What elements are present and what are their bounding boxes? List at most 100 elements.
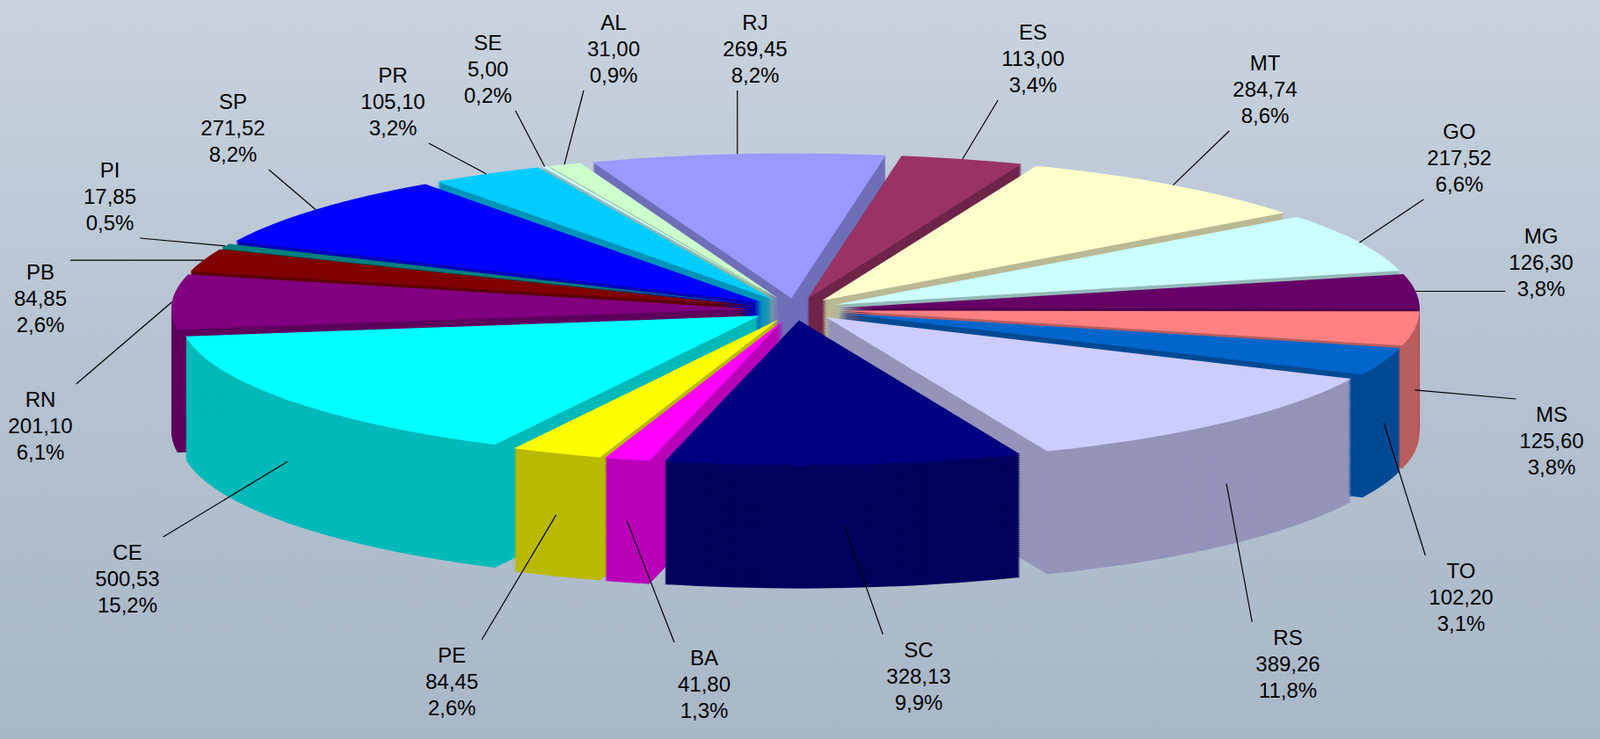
label-value: 105,10 xyxy=(360,89,425,114)
label-percentage: 3,8% xyxy=(1517,276,1566,301)
label-value: 84,85 xyxy=(14,286,67,311)
leader-line xyxy=(139,238,226,247)
leader-line xyxy=(626,521,675,643)
label-category: RJ xyxy=(741,10,768,35)
label-percentage: 15,2% xyxy=(97,593,158,618)
leader-line xyxy=(163,461,288,538)
slice-label: MG126,303,8% xyxy=(1508,224,1573,301)
slice-label: AL31,000,9% xyxy=(587,10,640,88)
label-category: SE xyxy=(473,30,502,55)
slice-label: SP271,528,2% xyxy=(200,89,265,167)
leader-line xyxy=(515,110,545,167)
label-value: 125,60 xyxy=(1519,429,1584,453)
label-percentage: 0,5% xyxy=(86,210,135,235)
slice-label: RN201,106,1% xyxy=(7,387,73,465)
label-percentage: 3,2% xyxy=(369,116,418,140)
label-category: CE xyxy=(112,540,142,565)
leader-line xyxy=(1383,422,1426,556)
slice-label: PI17,850,5% xyxy=(83,158,137,235)
label-category: MT xyxy=(1250,50,1281,75)
label-category: PI xyxy=(100,158,121,182)
data-labels: RJ269,458,2%ES113,003,4%MT284,748,6%GO21… xyxy=(7,10,1584,723)
slice-label: PB84,852,6% xyxy=(14,260,67,337)
slice xyxy=(548,162,779,299)
chart-container: RJ269,458,2%ES113,003,4%MT284,748,6%GO21… xyxy=(0,0,1600,739)
slice xyxy=(542,166,779,299)
label-percentage: 6,6% xyxy=(1435,172,1484,197)
label-value: 17,85 xyxy=(83,184,137,209)
label-value: 328,13 xyxy=(886,664,951,689)
leader-line xyxy=(269,169,316,211)
pie xyxy=(171,153,1420,590)
label-value: 217,52 xyxy=(1426,145,1491,170)
label-percentage: 8,2% xyxy=(209,142,258,167)
background xyxy=(0,0,1600,739)
label-category: TO xyxy=(1447,559,1477,583)
label-percentage: 3,8% xyxy=(1527,455,1577,480)
slice-label: CE500,5315,2% xyxy=(94,540,160,618)
label-category: GO xyxy=(1442,119,1476,144)
leader-line xyxy=(429,143,487,175)
slice-label: BA41,801,3% xyxy=(677,646,731,723)
slice xyxy=(839,274,1420,309)
label-value: 389,26 xyxy=(1255,652,1320,677)
chart-svg: RJ269,458,2%ES113,003,4%MT284,748,6%GO21… xyxy=(0,0,1600,739)
label-percentage: 9,9% xyxy=(894,690,944,715)
leader-line xyxy=(1359,199,1424,243)
label-value: 500,53 xyxy=(94,567,160,591)
leader-line xyxy=(481,515,557,640)
slice-label: SE5,000,2% xyxy=(464,30,513,108)
slice-label: PE84,452,6% xyxy=(425,643,479,720)
label-category: PE xyxy=(437,643,466,668)
slice-label: TO102,203,1% xyxy=(1428,559,1493,636)
leader-line xyxy=(736,90,738,154)
label-value: 113,00 xyxy=(1001,46,1065,71)
label-value: 31,00 xyxy=(587,36,640,61)
slice xyxy=(185,315,760,445)
label-percentage: 11,8% xyxy=(1258,678,1317,703)
label-category: PB xyxy=(26,260,55,284)
leader-line xyxy=(1415,290,1506,292)
label-value: 102,20 xyxy=(1428,585,1493,610)
label-value: 201,10 xyxy=(7,414,73,438)
label-percentage: 8,6% xyxy=(1241,103,1290,128)
slice-label: GO217,526,6% xyxy=(1426,119,1491,197)
leader-line xyxy=(844,526,883,635)
label-percentage: 6,1% xyxy=(16,440,66,465)
slice-label: MS125,603,8% xyxy=(1519,402,1584,480)
slice-label: RJ269,458,2% xyxy=(722,10,787,88)
label-category: MS xyxy=(1535,402,1568,427)
slice-label: RS389,2611,8% xyxy=(1255,625,1320,703)
label-category: AL xyxy=(600,10,626,35)
label-percentage: 3,4% xyxy=(1009,72,1058,97)
slice-label: ES113,003,4% xyxy=(1001,20,1065,97)
label-category: RS xyxy=(1272,625,1302,650)
leader-line xyxy=(1415,390,1517,400)
leader-line xyxy=(962,100,998,160)
label-category: ES xyxy=(1018,20,1048,44)
label-value: 284,74 xyxy=(1232,77,1297,102)
label-value: 41,80 xyxy=(677,672,731,697)
slice-label: PR105,103,2% xyxy=(360,63,425,140)
label-value: 5,00 xyxy=(467,57,510,81)
label-percentage: 0,9% xyxy=(589,63,639,88)
slice-tops xyxy=(171,153,1420,466)
leader-line xyxy=(76,301,173,385)
slice xyxy=(664,320,1020,466)
label-percentage: 2,6% xyxy=(16,312,66,337)
label-category: BA xyxy=(690,646,719,670)
label-category: SP xyxy=(218,89,248,114)
label-value: 269,45 xyxy=(722,36,787,61)
label-percentage: 3,1% xyxy=(1437,611,1486,636)
slice-label: SC328,139,9% xyxy=(886,638,951,715)
label-category: RN xyxy=(25,387,57,412)
leader-lines xyxy=(70,90,1516,643)
slice-label: MT284,748,6% xyxy=(1232,50,1297,128)
label-category: MG xyxy=(1524,224,1559,248)
label-category: SC xyxy=(903,638,933,662)
label-percentage: 1,3% xyxy=(680,698,729,723)
label-percentage: 0,2% xyxy=(464,83,513,108)
label-category: PR xyxy=(378,63,408,88)
label-percentage: 2,6% xyxy=(428,696,477,720)
leader-line xyxy=(70,260,204,262)
